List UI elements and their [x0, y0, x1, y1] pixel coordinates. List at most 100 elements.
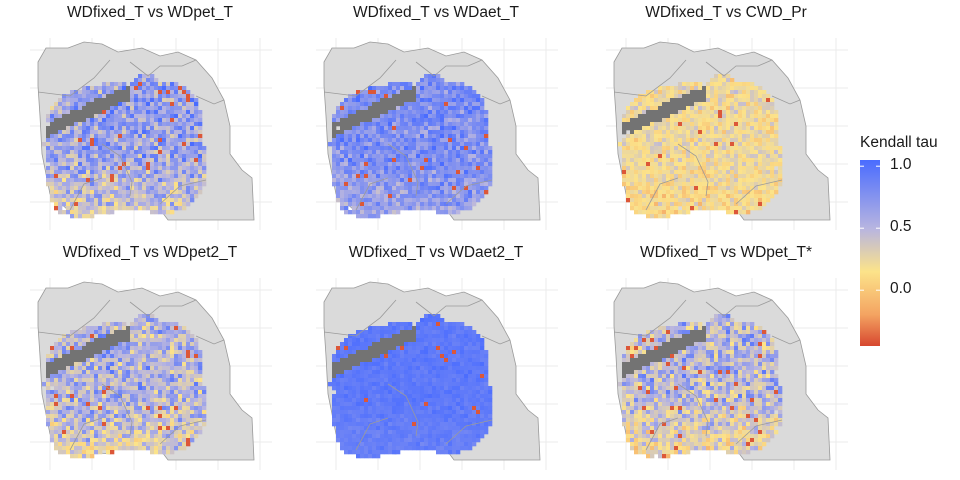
raster-cell: [62, 442, 67, 447]
raster-cell: [122, 206, 127, 211]
raster-cell: [344, 198, 349, 203]
raster-cell: [634, 198, 639, 203]
raster-cell: [130, 374, 135, 379]
raster-cell: [654, 90, 659, 95]
raster-cell: [452, 122, 457, 127]
raster-cell: [150, 106, 155, 111]
raster-cell: [182, 186, 187, 191]
raster-cell: [400, 110, 405, 115]
raster-cell: [718, 170, 723, 175]
raster-cell: [472, 90, 477, 95]
raster-cell: [678, 154, 683, 159]
raster-cell: [50, 110, 55, 115]
raster-cell: [126, 438, 131, 443]
raster-cell: [126, 134, 131, 139]
raster-cell: [412, 170, 417, 175]
raster-cell: [94, 406, 99, 411]
raster-cell: [412, 334, 417, 339]
raster-cell: [186, 426, 191, 431]
raster-cell: [146, 342, 151, 347]
raster-cell: [142, 78, 147, 83]
raster-cell: [158, 386, 163, 391]
raster-cell: [630, 154, 635, 159]
raster-cell: [150, 194, 155, 199]
raster-cell: [102, 138, 107, 143]
raster-cell: [722, 118, 727, 123]
raster-cell: [400, 178, 405, 183]
raster-cell: [690, 110, 695, 115]
raster-cell: [714, 166, 719, 171]
raster-cell: [130, 110, 135, 115]
raster-cell: [194, 398, 199, 403]
raster-cell: [154, 82, 159, 87]
raster-cell: [464, 162, 469, 167]
raster-cell: [456, 210, 461, 215]
raster-cell: [182, 170, 187, 175]
raster-cell: [170, 94, 175, 99]
raster-cell: [126, 350, 131, 355]
raster-cell: [714, 90, 719, 95]
raster-cell: [166, 358, 171, 363]
raster-cell: [82, 414, 87, 419]
raster-cell: [726, 94, 731, 99]
raster-cell: [396, 170, 401, 175]
raster-cell: [126, 362, 131, 367]
raster-cell: [118, 354, 123, 359]
raster-cell: [114, 170, 119, 175]
raster-cell: [416, 154, 421, 159]
raster-cell: [480, 150, 485, 155]
raster-cell: [714, 86, 719, 91]
raster-cell: [178, 126, 183, 131]
raster-cell: [166, 390, 171, 395]
raster-cell: [444, 174, 449, 179]
raster-cell: [678, 182, 683, 187]
raster-cell: [162, 406, 167, 411]
map-panel: WDfixed_T vs WDaet_T: [296, 4, 576, 234]
raster-cell: [484, 178, 489, 183]
raster-cell: [436, 314, 441, 319]
raster-cell: [178, 414, 183, 419]
raster-cell: [110, 178, 115, 183]
raster-cell: [106, 398, 111, 403]
raster-cell: [432, 166, 437, 171]
raster-cell: [714, 134, 719, 139]
raster-cell: [138, 74, 143, 79]
raster-cell: [400, 138, 405, 143]
raster-cell: [694, 134, 699, 139]
raster-cell: [364, 130, 369, 135]
raster-cell: [392, 174, 397, 179]
raster-cell: [440, 174, 445, 179]
raster-cell: [106, 326, 111, 331]
raster-cell: [472, 154, 477, 159]
raster-cell: [158, 358, 163, 363]
raster-cell: [738, 182, 743, 187]
raster-cell: [650, 190, 655, 195]
raster-cell: [198, 426, 203, 431]
raster-cell: [472, 194, 477, 199]
raster-cell: [190, 186, 195, 191]
raster-cell: [118, 118, 123, 123]
raster-cell: [678, 166, 683, 171]
raster-cell: [86, 366, 91, 371]
raster-cell: [630, 130, 635, 135]
raster-cell: [456, 106, 461, 111]
raster-cell: [706, 142, 711, 147]
raster-cell: [86, 162, 91, 167]
raster-cell: [146, 366, 151, 371]
raster-cell: [344, 166, 349, 171]
raster-cell: [690, 194, 695, 199]
raster-cell: [138, 178, 143, 183]
raster-cell: [66, 414, 71, 419]
raster-cell: [190, 426, 195, 431]
raster-cell: [138, 314, 143, 319]
raster-cell: [78, 154, 83, 159]
raster-cell: [464, 174, 469, 179]
raster-cell: [642, 122, 647, 127]
raster-cell: [372, 214, 377, 219]
raster-cell: [134, 86, 139, 91]
raster-cell: [452, 162, 457, 167]
raster-cell: [770, 134, 775, 139]
raster-cell: [448, 130, 453, 135]
raster-cell: [758, 102, 763, 107]
raster-cell: [722, 154, 727, 159]
